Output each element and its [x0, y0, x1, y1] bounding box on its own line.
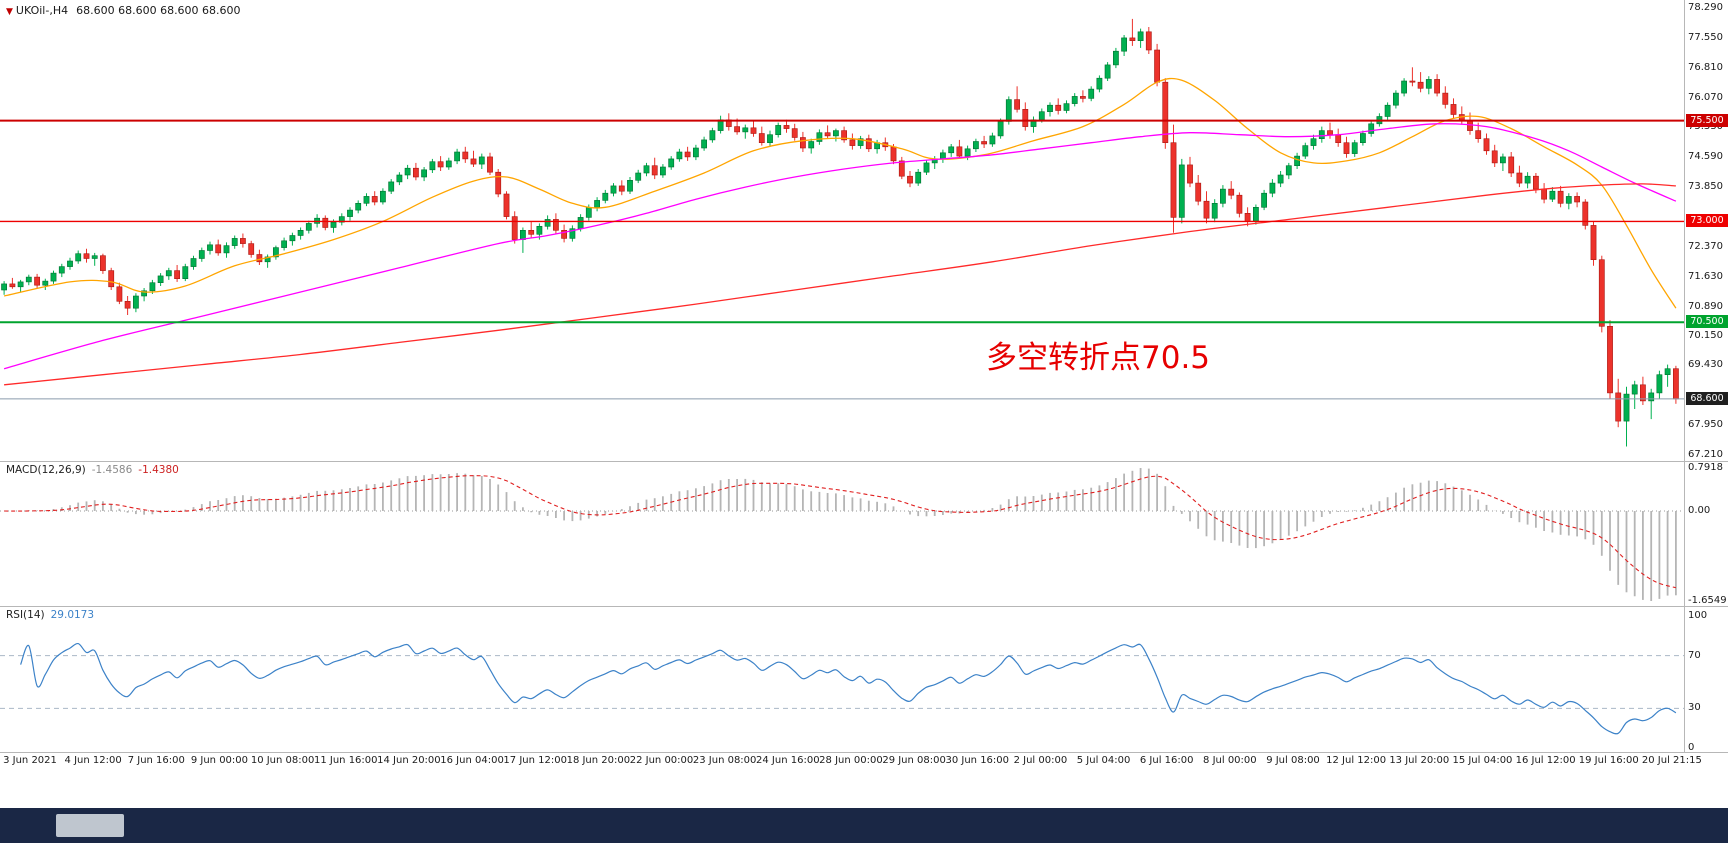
- ma-mid-magenta: [3, 123, 1677, 370]
- ma-fast-orange: [3, 77, 1677, 309]
- candles-layer: [1, 18, 1679, 447]
- chart-canvas[interactable]: [0, 0, 1728, 808]
- macd-indicator-label: MACD(12,26,9) -1.4586 -1.4380: [6, 464, 179, 476]
- taskbar-button[interactable]: [56, 814, 124, 837]
- taskbar: [0, 808, 1728, 843]
- macd-histogram: [11, 468, 1677, 601]
- chart-annotation-text: 多空转折点70.5: [986, 340, 1211, 376]
- rsi-name: RSI(14): [6, 609, 45, 621]
- symbol-title: ▼ UKOil-,H4 68.600 68.600 68.600 68.600: [6, 4, 241, 17]
- macd-signal-line: [4, 475, 1677, 589]
- rsi-line: [20, 642, 1677, 735]
- macd-main-value: -1.4586: [91, 464, 133, 476]
- rsi-indicator-label: RSI(14) 29.0173: [6, 609, 94, 621]
- macd-signal-value: -1.4380: [138, 464, 179, 476]
- symbol-marker-icon: ▼: [6, 7, 13, 17]
- ma-slow-red: [4, 183, 1676, 386]
- macd-name: MACD(12,26,9): [6, 464, 86, 476]
- rsi-value: 29.0173: [50, 609, 95, 621]
- symbol-name: UKOil-,H4: [15, 4, 69, 17]
- ohlc-values: 68.600 68.600 68.600 68.600: [76, 4, 241, 17]
- chart-window[interactable]: ▼ UKOil-,H4 68.600 68.600 68.600 68.600 MA…: [0, 0, 1728, 808]
